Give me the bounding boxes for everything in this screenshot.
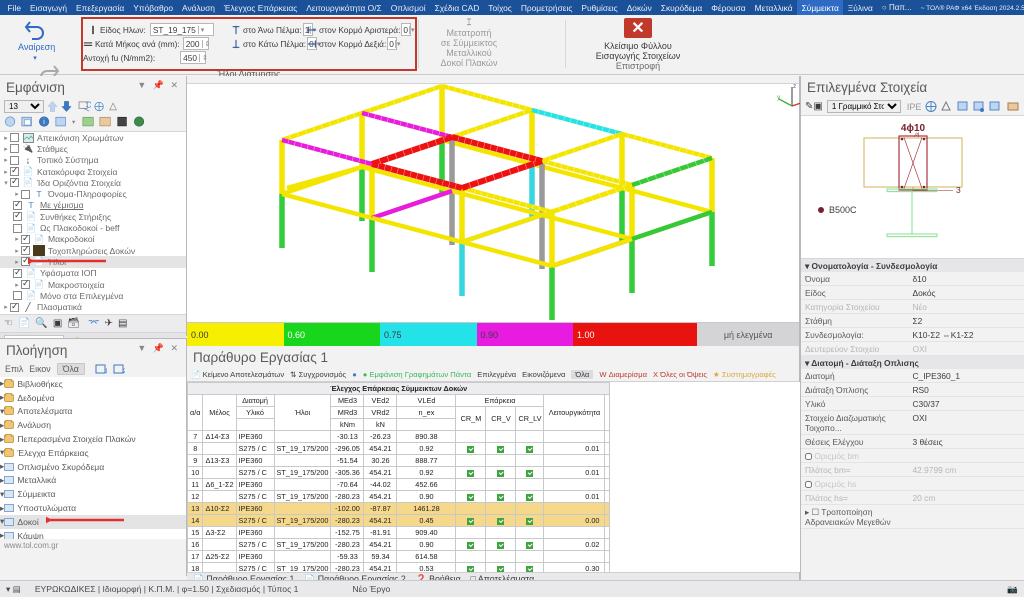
svg-text:2: 2	[123, 369, 125, 375]
svg-text:z: z	[793, 84, 796, 90]
svg-text:B500C: B500C	[829, 205, 857, 215]
svg-text:1: 1	[105, 369, 107, 375]
svg-text:4ϕ10: 4ϕ10	[901, 123, 926, 134]
svg-text:3: 3	[956, 185, 961, 195]
